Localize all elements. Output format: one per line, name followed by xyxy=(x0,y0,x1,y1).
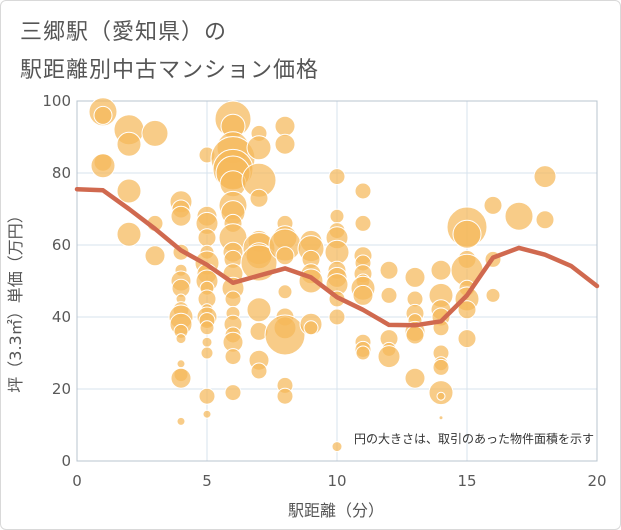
bubble-point xyxy=(328,168,346,186)
bubble-point xyxy=(533,165,557,189)
bubble-point xyxy=(377,345,401,369)
bubble-point xyxy=(457,329,477,349)
bubble-point xyxy=(274,115,296,137)
chart-title-line1: 三郷駅（愛知県）の xyxy=(20,20,228,45)
bubble-point xyxy=(329,208,345,224)
bubble-point xyxy=(328,308,346,326)
y-axis-ticks: 0 20 40 60 80 100 xyxy=(42,92,71,470)
bubble-point xyxy=(303,320,319,336)
bubble-point xyxy=(452,219,482,249)
bubble-point xyxy=(354,214,372,232)
y-tick-label: 60 xyxy=(52,236,71,254)
x-tick-label: 5 xyxy=(202,472,212,490)
bubble-point xyxy=(432,358,450,376)
bubble-point xyxy=(405,325,425,345)
bubble-point xyxy=(250,362,268,380)
bubble-point xyxy=(141,119,169,147)
bubble-point xyxy=(355,345,371,361)
bubble-point xyxy=(249,188,269,208)
bubble-point xyxy=(246,135,272,161)
bubble-point xyxy=(197,228,217,248)
bubble-point xyxy=(504,201,534,231)
bubble-point xyxy=(264,314,306,356)
x-tick-label: 20 xyxy=(587,472,606,490)
bubble-point xyxy=(483,195,503,215)
bubble-point xyxy=(201,336,213,348)
bubble-point xyxy=(224,290,242,308)
bubble-point xyxy=(331,441,343,453)
x-tick-label: 0 xyxy=(72,472,82,490)
y-tick-label: 40 xyxy=(52,308,71,326)
bubble-point xyxy=(144,245,166,267)
bubble-point xyxy=(224,384,242,402)
bubble-point xyxy=(202,409,212,419)
bubble-point xyxy=(246,297,272,323)
bubble-point xyxy=(404,266,426,288)
bubble-point xyxy=(354,182,372,200)
y-tick-label: 20 xyxy=(52,380,71,398)
bubble-point xyxy=(176,359,186,369)
bubble-point xyxy=(224,348,242,366)
bubble-point xyxy=(198,387,216,405)
bubble-point xyxy=(438,415,444,421)
bubble-point xyxy=(457,300,477,320)
bubble-point xyxy=(404,367,426,389)
bubble-point xyxy=(274,133,296,155)
bubble-point xyxy=(116,131,142,157)
bubble-point xyxy=(200,346,214,360)
bubble-point xyxy=(430,259,452,281)
bubble-point xyxy=(379,260,399,280)
y-tick-label: 80 xyxy=(52,164,71,182)
bubble-point xyxy=(90,153,116,179)
chart-note: 円の大きさは、取引のあった物件面積を示す xyxy=(354,431,594,446)
bubble-point xyxy=(324,239,350,265)
bubble-point xyxy=(116,178,142,204)
plot-area xyxy=(76,100,598,462)
bubble-point xyxy=(275,246,295,266)
bubble-point xyxy=(436,391,446,401)
bubble-point xyxy=(277,284,293,300)
y-tick-label: 0 xyxy=(61,452,71,470)
y-axis-label: 坪（3.3㎡）単価（万円） xyxy=(6,207,25,392)
bubble-point xyxy=(352,284,374,306)
x-tick-label: 15 xyxy=(457,472,476,490)
bubble-point xyxy=(170,205,192,227)
y-tick-label: 100 xyxy=(42,92,71,110)
bubble-point xyxy=(485,287,501,303)
bubble-point xyxy=(116,221,142,247)
trend-line xyxy=(74,186,600,328)
bubble-layer xyxy=(88,97,557,453)
bubble-point xyxy=(535,210,555,230)
x-tick-label: 10 xyxy=(327,472,346,490)
bubble-point xyxy=(175,333,187,345)
bubble-point xyxy=(176,416,186,426)
bubble-point xyxy=(93,105,113,125)
bubble-point xyxy=(170,367,192,389)
x-axis-ticks: 0 5 10 15 20 xyxy=(72,472,606,490)
bubble-point xyxy=(276,387,294,405)
bubble-point xyxy=(380,286,398,304)
chart-title-line2: 駅距離別中古マンション価格 xyxy=(20,58,320,83)
x-axis-label: 駅距離（分） xyxy=(288,501,384,520)
bubble-point xyxy=(199,320,215,336)
